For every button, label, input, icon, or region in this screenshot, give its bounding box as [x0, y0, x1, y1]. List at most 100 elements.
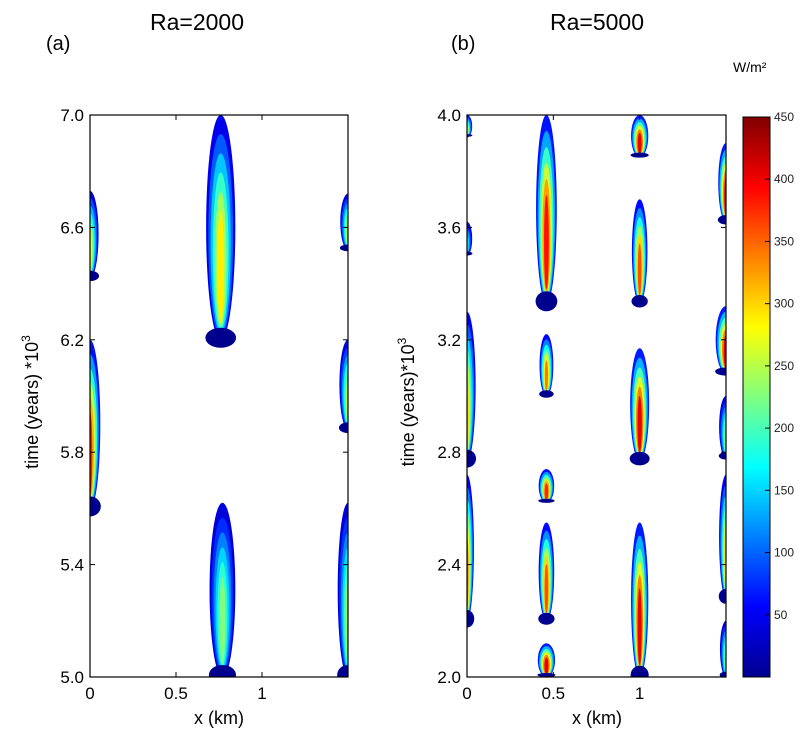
- y-tick-label: 3.2: [437, 331, 461, 350]
- plume-contour: [544, 195, 549, 290]
- colorbar-tick-label: 200: [774, 421, 794, 435]
- plume-contour: [217, 210, 225, 323]
- plume: [538, 522, 555, 625]
- plume-base: [629, 451, 650, 466]
- colorbar-frame: [742, 116, 771, 678]
- plume: [337, 502, 348, 677]
- plume-contour: [544, 483, 549, 501]
- plume-base: [205, 327, 237, 348]
- colorbar-gradient: [743, 117, 770, 677]
- plume: [539, 334, 554, 398]
- panel-b-ylabel: time (years)*103: [395, 337, 418, 466]
- colorbar-tick-label: 150: [774, 483, 794, 497]
- plume: [338, 339, 348, 434]
- colorbar-ticks: 50 100 150 200 250 300 350 400 450: [765, 110, 794, 622]
- plume-contour: [544, 360, 549, 392]
- plume-base: [467, 610, 475, 628]
- plume: [467, 474, 475, 628]
- plume-contour: [544, 564, 549, 614]
- panel-a-ylabel-group: time (years) *103: [19, 335, 42, 469]
- y-tick-label: 5.0: [60, 668, 84, 687]
- colorbar-tick-label: 100: [774, 546, 794, 560]
- plume: [538, 469, 555, 503]
- plume: [717, 143, 726, 225]
- colorbar: W/m² 50 100 150 200 250 300 350 400 450: [733, 59, 794, 678]
- colorbar-tick-label: 300: [774, 297, 794, 311]
- plume-contour: [219, 576, 226, 664]
- plume-base: [467, 251, 473, 256]
- plume-base: [467, 134, 473, 137]
- panel-a-xlabel: x (km): [194, 708, 244, 728]
- plume-base: [718, 452, 726, 460]
- colorbar-tick-label: 400: [774, 172, 794, 186]
- x-tick-label: 1: [635, 684, 644, 703]
- panel-a-title: Ra=2000: [150, 9, 244, 35]
- y-tick-label: 2.0: [437, 668, 461, 687]
- colorbar-unit: W/m²: [733, 59, 767, 75]
- plume-base: [717, 215, 726, 225]
- plume: [205, 115, 237, 348]
- plume: [719, 620, 726, 677]
- panel-b-ticks: 2.0 2.4 2.8 3.2 3.6 4.0 0 0.5 1: [437, 106, 726, 703]
- plume-base: [631, 295, 648, 308]
- plume: [467, 311, 477, 468]
- plume-base: [538, 612, 555, 625]
- plume: [718, 474, 726, 604]
- panel-a: (a) Ra=2000 5.0 5.4 5.8 6.2 6.6 7.0 0 0.5 1 x (k…: [19, 9, 349, 728]
- panel-a-ticks: 5.0 5.4 5.8 6.2 6.6 7.0 0 0.5 1: [60, 106, 348, 703]
- plume: [208, 502, 236, 677]
- plume-contour: [637, 243, 642, 296]
- plume-base: [718, 588, 726, 604]
- plume-base: [715, 367, 726, 376]
- y-tick-label: 6.2: [60, 331, 84, 350]
- x-tick-label: 0: [462, 684, 471, 703]
- plume-contour: [544, 657, 549, 675]
- panel-b-label: (b): [451, 33, 475, 55]
- y-tick-label: 3.6: [437, 218, 461, 237]
- panel-b: (b) Ra=5000 2.0 2.4 2.8 3.2 3.6 4.0 0 0.5 1 x (k…: [395, 9, 727, 728]
- x-tick-label: 0.5: [164, 684, 188, 703]
- panel-b-ylabel-group: time (years)*103: [395, 337, 418, 466]
- plume: [630, 522, 649, 677]
- colorbar-tick-label: 250: [774, 359, 794, 373]
- plume-base: [208, 665, 236, 677]
- panel-b-ylabel-exponent: 3: [395, 337, 409, 344]
- y-tick-label: 5.4: [60, 556, 84, 575]
- panel-b-plot-area: [467, 115, 726, 677]
- panel-a-plot-area: [90, 115, 348, 677]
- panel-b-xlabel: x (km): [572, 708, 622, 728]
- plume: [718, 396, 726, 460]
- y-tick-label: 6.6: [60, 218, 84, 237]
- y-tick-label: 2.4: [437, 556, 461, 575]
- plume: [630, 115, 649, 158]
- plume-base: [90, 496, 101, 517]
- plume-base: [630, 152, 649, 158]
- panel-a-ylabel-text: time (years) *10: [22, 342, 42, 469]
- plume-base: [538, 498, 555, 503]
- x-tick-label: 0: [85, 684, 94, 703]
- y-tick-label: 5.8: [60, 443, 84, 462]
- colorbar-tick-label: 50: [774, 608, 788, 622]
- plume-contour: [637, 396, 642, 453]
- plume: [90, 339, 101, 517]
- y-tick-label: 4.0: [437, 106, 461, 125]
- plume-base: [338, 422, 348, 434]
- panel-b-title: Ra=5000: [550, 9, 644, 35]
- plume: [631, 199, 648, 308]
- plume-contour: [637, 588, 642, 666]
- panel-a-frame: [89, 114, 349, 678]
- plume-contour: [637, 132, 642, 154]
- colorbar-tick-label: 450: [774, 110, 794, 124]
- colorbar-tick-label: 350: [774, 234, 794, 248]
- plume-base: [339, 244, 348, 252]
- panel-a-label: (a): [46, 33, 70, 55]
- plume: [535, 115, 558, 312]
- plume-base: [630, 665, 649, 677]
- plume-base: [467, 449, 477, 468]
- plume: [629, 348, 650, 466]
- plume-base: [535, 291, 558, 312]
- plume: [537, 643, 556, 677]
- x-tick-label: 1: [257, 684, 266, 703]
- panel-b-frame: [466, 114, 727, 678]
- plume-base: [537, 672, 556, 677]
